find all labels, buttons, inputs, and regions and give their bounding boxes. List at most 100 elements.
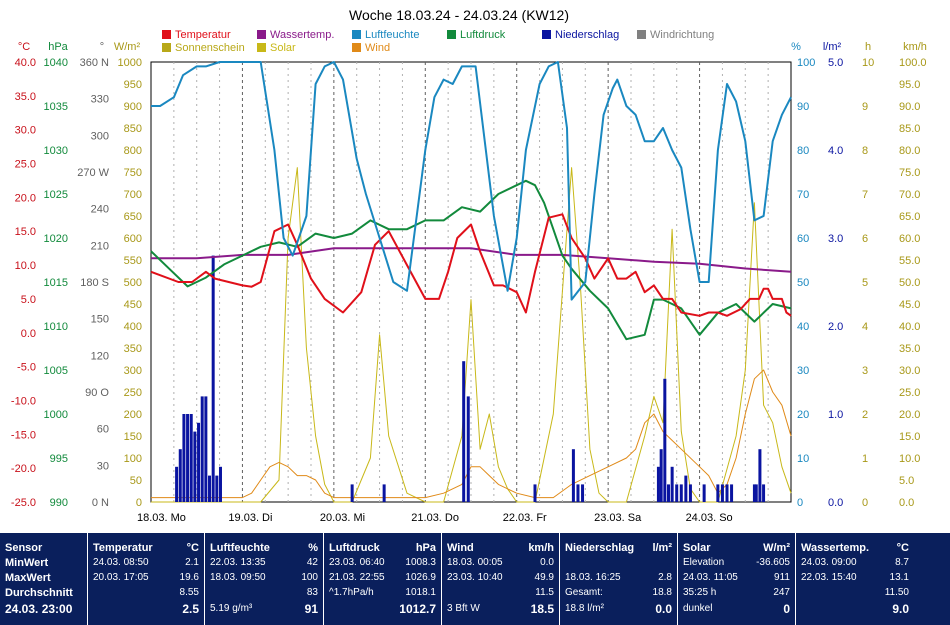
wind-column: Wind km/h 18.03. 00:05 0.0 23.03. 10:40 49.… (441, 533, 559, 625)
niederschlag-bar (204, 396, 208, 502)
axis-tick-7-12: 40.0 (899, 321, 920, 333)
wind-header: Wind (447, 542, 474, 554)
solar-unit: W/m² (763, 542, 790, 554)
axis-tick-2-5: 210 (91, 240, 109, 252)
luftfeuchte-unit: % (308, 542, 318, 554)
series-line-luftfeuchte (151, 61, 792, 301)
axis-tick-6-9: 1 (862, 453, 868, 465)
temperatur-min-time: 24.03. 08:50 (93, 557, 149, 568)
chart-title: Woche 18.03.24 - 24.03.24 (KW12) (349, 7, 569, 23)
axis-tick-0-1: 35.0 (15, 91, 36, 103)
niederschlag-bar (211, 255, 215, 502)
axis-tick-7-8: 60.0 (899, 233, 920, 245)
axis-tick-6-10: 0 (862, 497, 868, 509)
niederschlag-current: 0.0 (655, 602, 672, 616)
axis-tick-6-8: 2 (862, 409, 868, 421)
axis-tick-3-20: 0 (136, 497, 142, 509)
axis-tick-2-8: 120 (91, 350, 109, 362)
axis-tick-3-9: 550 (124, 255, 142, 267)
niederschlag-bar (576, 484, 580, 502)
niederschlag-bar (462, 361, 466, 502)
axis-tick-5-3: 2.0 (828, 321, 843, 333)
niederschlag-bar (754, 484, 758, 502)
axis-tick-6-2: 8 (862, 145, 868, 157)
luftdruck-unit: hPa (415, 542, 436, 554)
niederschlag-bar (382, 484, 386, 502)
axis-unit-km-h-7: km/h (903, 41, 927, 53)
luftdruck-trend: ^1.7hPa/h (329, 587, 374, 598)
axis-tick-1-0: 1040 (44, 57, 68, 69)
solar-header: Solar (683, 542, 711, 554)
wassertemp-max-value: 13.1 (889, 572, 909, 583)
solar-column: Solar W/m² Elevation -36.605 24.03. 11:05 9… (677, 533, 795, 625)
temperatur-current: 2.5 (182, 602, 199, 616)
axis-tick-0-0: 40.0 (15, 57, 36, 69)
series-line-temperatur (150, 213, 792, 317)
axis-tick-7-2: 90.0 (899, 101, 920, 113)
axis-tick-4-3: 70 (797, 189, 809, 201)
axis-tick-4-10: 0 (797, 497, 803, 509)
axis-tick-2-4: 240 (91, 204, 109, 216)
current-date: 24.03. 23:00 (5, 602, 73, 616)
axis-tick-1-7: 1005 (44, 365, 68, 377)
niederschlag-bar (720, 484, 724, 502)
luftfeuchte-max-value: 100 (301, 572, 318, 583)
axis-tick-0-8: 0.0 (21, 328, 36, 340)
wind-current: 18.5 (530, 602, 554, 616)
axis-tick-3-12: 400 (124, 321, 142, 333)
axis-tick-0-7: 5.0 (21, 294, 36, 306)
wind-unit: km/h (528, 542, 554, 554)
niederschlag-bar (656, 466, 660, 502)
axis-tick-4-8: 20 (797, 409, 809, 421)
axis-tick-1-5: 1015 (44, 277, 68, 289)
niederschlag-bar (350, 484, 354, 502)
temperatur-column: Temperatur °C 24.03. 08:50 2.1 20.03. 17:0… (87, 533, 204, 625)
axes: °C40.035.030.025.020.015.010.05.00.0-5.0… (11, 41, 927, 509)
axis-tick-5-2: 3.0 (828, 233, 843, 245)
wassertemp-current: 9.0 (892, 602, 909, 616)
axis-tick-3-11: 450 (124, 299, 142, 311)
niederschlag-bar (197, 422, 201, 502)
niederschlag-max-time: 18.03. 16:25 (565, 572, 621, 583)
wind-min-value: 0.0 (540, 557, 554, 568)
axis-tick-2-0: 360 N (80, 57, 109, 69)
axis-unit-l-m-5: l/m² (823, 41, 842, 53)
axis-tick-5-1: 4.0 (828, 145, 843, 157)
axis-tick-6-4: 6 (862, 233, 868, 245)
axis-tick-6-0: 10 (862, 57, 874, 69)
axis-tick-1-8: 1000 (44, 409, 68, 421)
luftdruck-min-value: 1008.3 (405, 557, 436, 568)
temperatur-unit: °C (186, 542, 199, 554)
axis-tick-0-4: 20.0 (15, 192, 36, 204)
axis-tick-5-4: 1.0 (828, 409, 843, 421)
axis-tick-1-4: 1020 (44, 233, 68, 245)
x-axis-labels: 18.03. Mo 19.03. Di 20.03. Mi 21.03. Do 22.0… (137, 512, 733, 524)
niederschlag-bar (208, 475, 212, 502)
niederschlag-bar (663, 378, 667, 502)
niederschlag-bar (218, 466, 222, 502)
axis-tick-1-1: 1035 (44, 101, 68, 113)
axis-tick-7-5: 75.0 (899, 167, 920, 179)
wind-max-value: 49.9 (534, 572, 554, 583)
axis-tick-4-0: 100 (797, 57, 815, 69)
axis-tick-0-10: -10.0 (11, 395, 36, 407)
axis-tick-0-6: 10.0 (15, 260, 36, 272)
axis-tick-6-7: 3 (862, 365, 868, 377)
luftdruck-column: Luftdruck hPa 23.03. 06:40 1008.3 21.03. 2… (323, 533, 441, 625)
solar-elevation: -36.605 (756, 557, 790, 568)
legend-label-wind: Wind (365, 42, 390, 54)
niederschlag-bar (182, 414, 186, 502)
axis-tick-2-2: 300 (91, 130, 109, 142)
luftfeuchte-header: Luftfeuchte (210, 542, 270, 554)
luftfeuchte-abs: 5.19 g/m³ (210, 603, 253, 614)
luftfeuchte-min-value: 42 (306, 557, 318, 568)
niederschlag-bar (189, 414, 193, 502)
legend-label-sonnenschein: Sonnenschein (175, 42, 245, 54)
axis-tick-4-5: 50 (797, 277, 809, 289)
legend-label-niederschlag: Niederschlag (555, 29, 619, 41)
wind-bft: 3 Bft W (447, 603, 480, 614)
axis-tick-3-16: 200 (124, 409, 142, 421)
axis-tick-3-14: 300 (124, 365, 142, 377)
niederschlag-total: 18.8 (652, 587, 672, 598)
legend-swatch-solar (257, 43, 266, 52)
